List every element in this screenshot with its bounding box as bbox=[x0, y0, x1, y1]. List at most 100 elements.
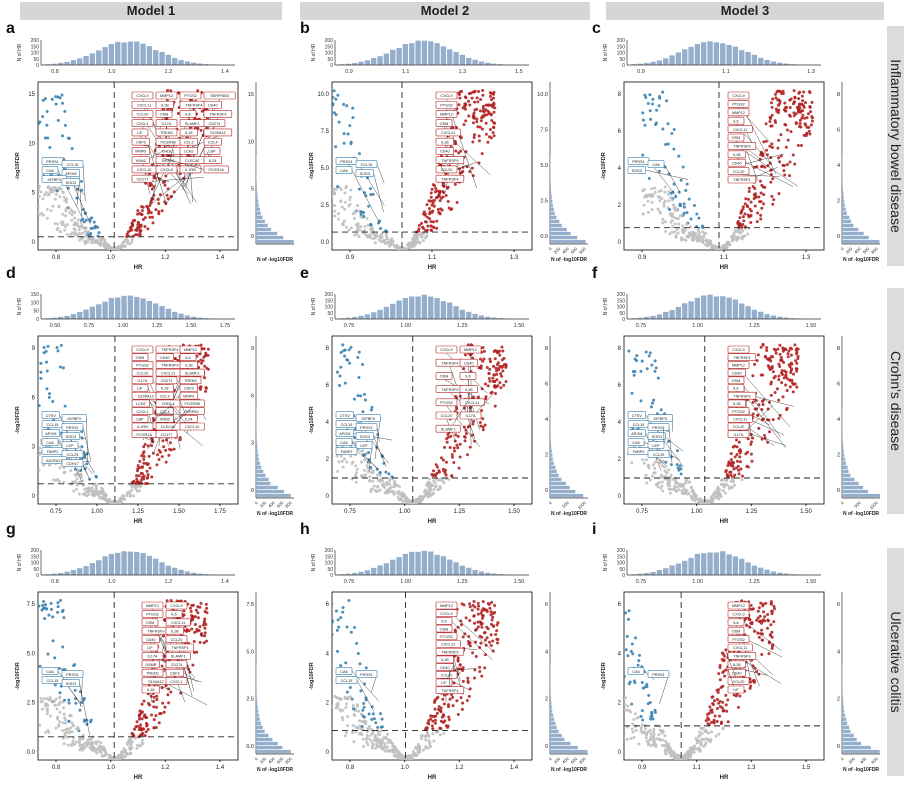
data-point bbox=[196, 605, 200, 609]
hist-bar bbox=[191, 572, 197, 575]
down-gene-label-box bbox=[647, 450, 670, 458]
data-point bbox=[783, 123, 787, 127]
data-point bbox=[58, 710, 62, 714]
up-gene-label-box bbox=[165, 668, 184, 677]
data-point bbox=[73, 233, 77, 237]
data-point bbox=[193, 615, 197, 619]
up-gene-label-box bbox=[131, 110, 154, 118]
data-point bbox=[498, 364, 502, 368]
data-point bbox=[783, 173, 787, 177]
up-gene-label: CD40 bbox=[732, 161, 742, 165]
data-point bbox=[160, 209, 164, 213]
data-point bbox=[138, 717, 142, 721]
up-gene-label: PTGS2 bbox=[136, 364, 148, 368]
data-point bbox=[781, 89, 785, 93]
data-point bbox=[748, 207, 752, 211]
data-point bbox=[78, 480, 82, 484]
data-point bbox=[777, 156, 781, 160]
hist-bar bbox=[51, 63, 58, 65]
data-point bbox=[692, 491, 696, 495]
side-hist-y-tick: 15 bbox=[248, 92, 254, 98]
data-point bbox=[429, 191, 433, 195]
hist-bar bbox=[694, 297, 701, 319]
data-point bbox=[737, 472, 741, 476]
data-point bbox=[387, 472, 391, 476]
data-point bbox=[156, 453, 160, 457]
data-point bbox=[386, 482, 390, 486]
data-point bbox=[687, 492, 691, 496]
data-point bbox=[701, 230, 705, 234]
top-hist-x-tick: 1.00 bbox=[400, 579, 411, 585]
side-hist-bar bbox=[256, 183, 257, 187]
data-point bbox=[699, 235, 703, 239]
data-point bbox=[93, 740, 97, 744]
data-point bbox=[70, 147, 74, 151]
data-point bbox=[645, 193, 649, 197]
up-gene-label-box bbox=[727, 391, 757, 400]
data-point bbox=[674, 195, 678, 199]
data-point bbox=[133, 727, 137, 731]
hist-bar bbox=[108, 44, 115, 65]
data-point bbox=[83, 487, 87, 491]
up-gene-label: CD40 bbox=[464, 361, 474, 365]
data-point bbox=[789, 130, 793, 134]
top-hist-y-tick: 100 bbox=[325, 51, 334, 57]
data-point bbox=[356, 204, 360, 208]
data-point bbox=[778, 365, 782, 369]
data-point bbox=[445, 437, 449, 441]
data-point bbox=[704, 499, 708, 503]
data-point bbox=[138, 726, 142, 730]
down-gene-label-box bbox=[335, 438, 353, 446]
down-gene-label-box bbox=[41, 667, 59, 675]
data-point bbox=[351, 106, 355, 110]
data-point bbox=[434, 463, 438, 467]
data-point bbox=[189, 609, 193, 613]
hist-bar bbox=[453, 562, 459, 575]
data-point bbox=[642, 195, 646, 199]
data-point bbox=[672, 127, 676, 131]
data-point bbox=[94, 750, 98, 754]
data-point bbox=[339, 188, 343, 192]
hist-bar bbox=[127, 551, 134, 575]
data-point bbox=[383, 491, 387, 495]
side-hist-y-tick: 6 bbox=[837, 128, 840, 134]
top-hist-y-tick: 0 bbox=[36, 573, 39, 579]
top-hist-y-tick: 200 bbox=[325, 38, 334, 44]
top-hist-x-tick: 1.2 bbox=[165, 579, 173, 585]
data-point bbox=[332, 195, 334, 199]
data-point bbox=[378, 474, 382, 478]
data-point bbox=[89, 718, 93, 722]
down-gene-label-box bbox=[647, 160, 665, 168]
data-point bbox=[57, 703, 61, 707]
data-point bbox=[142, 457, 146, 461]
data-point bbox=[751, 374, 755, 378]
hist-bar bbox=[682, 49, 688, 65]
data-point bbox=[365, 233, 369, 237]
hist-bar bbox=[472, 313, 478, 319]
side-hist-bar bbox=[550, 465, 556, 469]
data-point bbox=[749, 221, 753, 225]
down-gene-label: CCL25 bbox=[653, 453, 665, 457]
data-point bbox=[485, 636, 489, 640]
up-gene-label: MMP12 bbox=[732, 111, 745, 115]
up-gene-label-box bbox=[179, 368, 205, 377]
data-point bbox=[777, 362, 781, 366]
side-hist-y-tick: 9 bbox=[251, 346, 254, 352]
data-point bbox=[45, 707, 49, 711]
data-point bbox=[475, 120, 479, 124]
data-point bbox=[204, 386, 208, 390]
data-point bbox=[661, 127, 665, 131]
data-point bbox=[778, 160, 782, 164]
down-gene-label-box bbox=[627, 411, 646, 419]
leader-line bbox=[82, 427, 91, 461]
side-hist-bar bbox=[256, 425, 257, 429]
data-point bbox=[414, 498, 418, 502]
data-point bbox=[756, 211, 760, 215]
data-point bbox=[495, 378, 499, 382]
data-point bbox=[70, 730, 74, 734]
top-hist-y-tick: 0 bbox=[330, 63, 333, 69]
data-point bbox=[459, 623, 463, 627]
down-gene-label: CCL25 bbox=[67, 453, 79, 457]
